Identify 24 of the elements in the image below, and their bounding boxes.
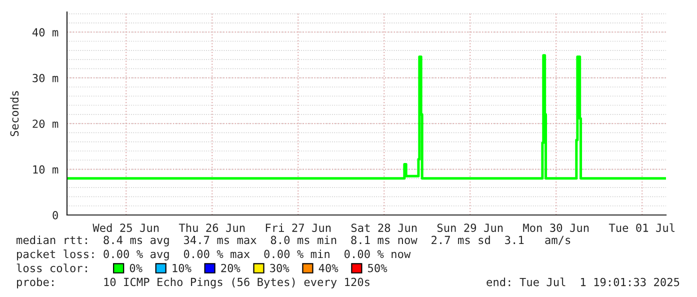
y-tick-label: 20 m [32,120,58,128]
text: packet loss: 0.00 % avg 0.00 % max 0.00 % min 0.00 % now [17,250,411,260]
y-tick-label: 30 m [32,74,58,82]
y-axis-title: Seconds [10,91,19,136]
legend-label: 30% [270,264,290,272]
text: median rtt: 8.4 ms avg 34.7 ms max 8.0 ms min 8.1 ms now 2.7 ms sd 3.1 am/s [16,236,570,246]
legend-label: 20% [221,264,240,272]
x-tick-label: Sat 28 Jun [351,224,417,232]
x-tick-label: Sun 29 Jun [437,224,503,232]
x-tick-label: Wed 25 Jun [92,223,159,232]
y-tick-label: 40 m [32,28,58,37]
text: end: Tue Jul 1 19:01:33 2025 [486,278,680,286]
x-tick-label: Fri 27 Jun [266,223,331,232]
x-tick-label: Mon 30 Jun [523,224,589,232]
legend-label: 50% [368,264,388,272]
legend-label: 0% [130,264,142,272]
x-tick-label: Thu 26 Jun [178,223,245,232]
legend-label: 10% [172,264,192,272]
legend-label: 40% [318,264,338,272]
x-tick-label: Tue 01 Jul [608,223,674,232]
text: loss color: [16,264,87,272]
y-tick-label: 10 m [33,165,58,174]
y-tick-label: 0 [52,211,58,220]
text: probe: 10 ICMP Echo Pings (56 Bytes) every 120s [17,278,370,288]
